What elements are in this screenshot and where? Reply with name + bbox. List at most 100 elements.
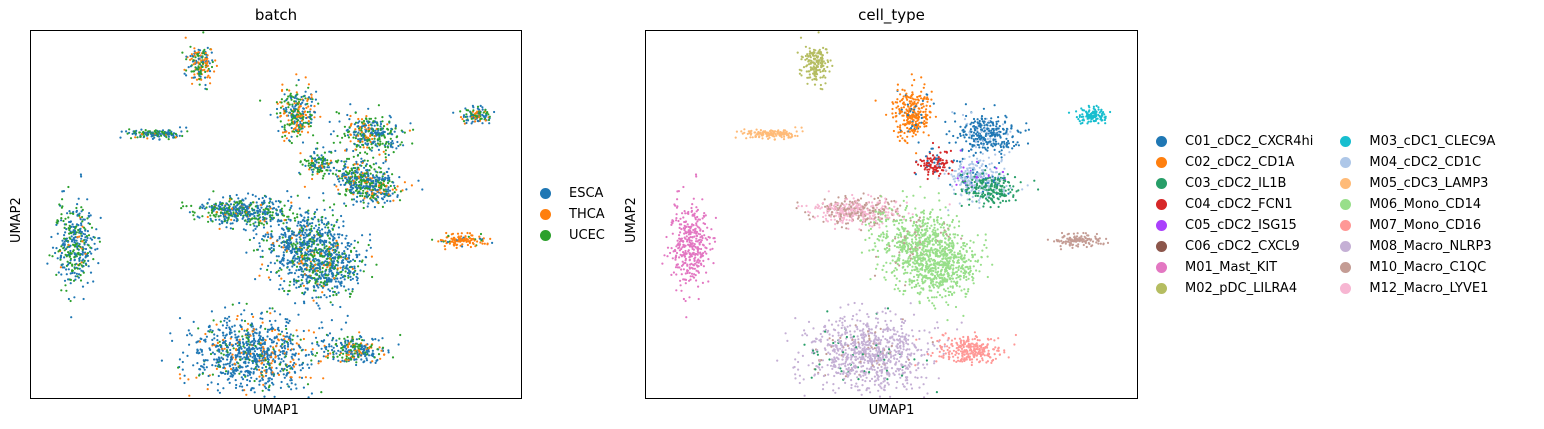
scatter-point — [257, 210, 260, 213]
scatter-point — [299, 161, 302, 164]
scatter-point — [311, 342, 314, 345]
scatter-point — [362, 119, 366, 123]
scatter-point — [799, 36, 803, 39]
scatter-point — [334, 242, 337, 245]
scatter-point — [298, 256, 301, 259]
scatter-point — [316, 172, 319, 175]
scatter-point — [333, 203, 336, 206]
scatter-point — [67, 243, 70, 247]
scatter-point — [284, 324, 287, 328]
scatter-point — [197, 70, 200, 73]
scatter-point — [317, 243, 320, 246]
scatter-point — [241, 335, 244, 338]
scatter-point — [245, 209, 248, 212]
scatter-point — [326, 266, 329, 269]
scatter-point — [359, 351, 362, 354]
scatter-point — [317, 360, 320, 363]
scatter-point — [189, 58, 192, 61]
scatter-point — [281, 125, 284, 128]
scatter-point — [353, 352, 356, 355]
scatter-point — [287, 248, 290, 251]
scatter-point — [291, 257, 295, 260]
scatter-point — [380, 197, 384, 200]
scatter-point — [333, 224, 336, 227]
scatter-point — [307, 224, 310, 227]
scatter-point — [325, 268, 328, 271]
scatter-point — [341, 268, 344, 272]
scatter-point — [251, 193, 254, 196]
scatter-point — [259, 353, 262, 356]
scatter-point — [308, 366, 311, 369]
scatter-point — [336, 243, 339, 246]
scatter-point — [225, 321, 228, 324]
scatter-point — [296, 213, 299, 216]
scatter-point — [287, 215, 290, 218]
scatter-point — [178, 358, 181, 361]
scatter-point — [283, 345, 286, 348]
scatter-point — [69, 261, 72, 265]
scatter-point — [264, 233, 267, 236]
scatter-point — [285, 369, 288, 372]
scatter-point — [443, 245, 446, 248]
scatter-point — [56, 219, 59, 222]
scatter-point — [255, 377, 258, 380]
scatter-point — [82, 271, 85, 274]
scatter-point — [275, 271, 278, 274]
scatter-point — [364, 351, 367, 354]
scatter-point — [358, 260, 361, 263]
scatter-point — [317, 226, 320, 229]
scatter-point — [323, 280, 326, 283]
legend-item: ESCA — [540, 183, 605, 204]
scatter-point — [292, 231, 296, 234]
scatter-point — [370, 149, 373, 152]
scatter-point — [292, 365, 296, 368]
scatter-point — [200, 350, 203, 353]
scatter-point — [796, 51, 799, 54]
scatter-point — [292, 283, 296, 286]
scatter-point — [275, 107, 279, 111]
scatter-point — [273, 262, 276, 265]
scatter-point — [816, 69, 820, 72]
scatter-point — [461, 118, 464, 121]
scatter-point — [314, 289, 317, 292]
scatter-point — [297, 128, 300, 131]
scatter-point — [293, 263, 296, 266]
scatter-point — [314, 257, 317, 260]
scatter-point — [225, 326, 228, 330]
scatter-point — [214, 202, 217, 205]
scatter-point — [258, 213, 261, 216]
scatter-point — [326, 280, 329, 283]
scatter-point — [308, 168, 311, 171]
scatter-point — [249, 352, 252, 355]
scatter-point — [228, 319, 231, 322]
scatter-point — [204, 83, 207, 87]
scatter-point — [393, 186, 396, 190]
scatter-point — [266, 268, 269, 271]
scatter-point — [289, 342, 292, 345]
scatter-point — [249, 334, 252, 337]
scatter-point — [255, 233, 258, 236]
scatter-point — [361, 140, 364, 143]
scatter-point — [299, 213, 302, 216]
scatter-point — [809, 51, 812, 54]
scatter-point — [374, 179, 378, 182]
scatter-point — [67, 216, 70, 219]
scatter-point — [314, 354, 317, 357]
scatter-point — [278, 244, 281, 247]
scatter-point — [65, 268, 68, 271]
scatter-point — [300, 130, 304, 133]
scatter-point — [337, 159, 340, 162]
scatter-point — [77, 273, 81, 276]
scatter-point — [340, 273, 343, 276]
scatter-point — [251, 340, 254, 343]
scatter-point — [349, 140, 352, 143]
scatter-point — [391, 139, 394, 143]
scatter-point — [263, 354, 266, 357]
scatter-point — [381, 132, 385, 135]
scatter-point — [344, 257, 347, 260]
scatter-point — [349, 188, 352, 191]
scatter-point — [291, 247, 294, 250]
scatter-point — [244, 229, 247, 232]
scatter-point — [248, 238, 251, 241]
scatter-point — [302, 107, 305, 110]
